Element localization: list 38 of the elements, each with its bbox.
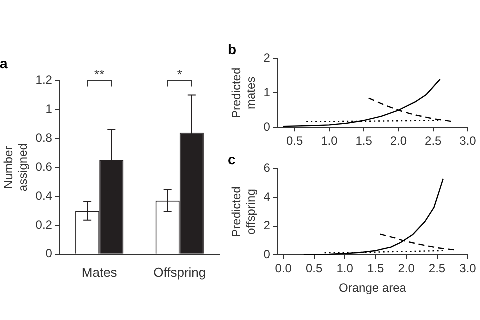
x-tick-label: 3.0 bbox=[460, 262, 477, 276]
x-tick-label: 2.0 bbox=[398, 262, 416, 276]
y-axis-title: Predicted offspring bbox=[230, 186, 258, 238]
x-tick-label: 1.0 bbox=[321, 134, 338, 148]
y-tick-label: 4 bbox=[264, 190, 271, 204]
annotation: ** bbox=[94, 66, 105, 82]
y-tick-label: 0.2 bbox=[36, 218, 53, 232]
x-tick-label: 1.5 bbox=[367, 262, 384, 276]
chart-title: b bbox=[228, 41, 237, 58]
x-tick-label: 0.0 bbox=[275, 262, 292, 276]
y-tick-label: 0.6 bbox=[36, 160, 53, 174]
y-tick-label: 0.8 bbox=[36, 130, 53, 145]
y-tick-label: 1.2 bbox=[36, 73, 53, 88]
y-tick-label: 1 bbox=[46, 102, 53, 116]
x-tick-label: 0.5 bbox=[306, 262, 324, 276]
x-tick-label: Mates bbox=[82, 264, 118, 280]
chart-title: c bbox=[228, 151, 236, 168]
y-tick-label: 6 bbox=[264, 161, 271, 176]
y-tick-label: 2 bbox=[264, 51, 271, 66]
x-tick-label: 2.5 bbox=[425, 134, 442, 148]
y-tick-label: 2 bbox=[264, 218, 271, 233]
y-tick-label: 1 bbox=[264, 86, 271, 100]
y-tick-label: 0 bbox=[46, 246, 53, 261]
annotation: * bbox=[177, 66, 182, 82]
x-axis-title: Orange area bbox=[339, 281, 407, 296]
y-tick-label: 0 bbox=[264, 248, 271, 262]
chart-title: a bbox=[0, 55, 8, 72]
x-tick-label: 1.0 bbox=[336, 262, 354, 276]
x-tick-label: 0.5 bbox=[286, 134, 304, 148]
y-axis-title: Number assigned bbox=[2, 144, 30, 192]
x-tick-label: 3.0 bbox=[460, 134, 477, 148]
y-axis-title: Predicted mates bbox=[230, 68, 258, 119]
x-tick-label: 2.5 bbox=[428, 262, 446, 276]
x-tick-label: 1.5 bbox=[356, 134, 373, 148]
x-tick-label: 2.0 bbox=[390, 134, 408, 148]
y-tick-label: 0 bbox=[264, 120, 271, 134]
x-tick-label: Offspring bbox=[154, 264, 206, 280]
y-tick-label: 0.4 bbox=[36, 188, 53, 203]
